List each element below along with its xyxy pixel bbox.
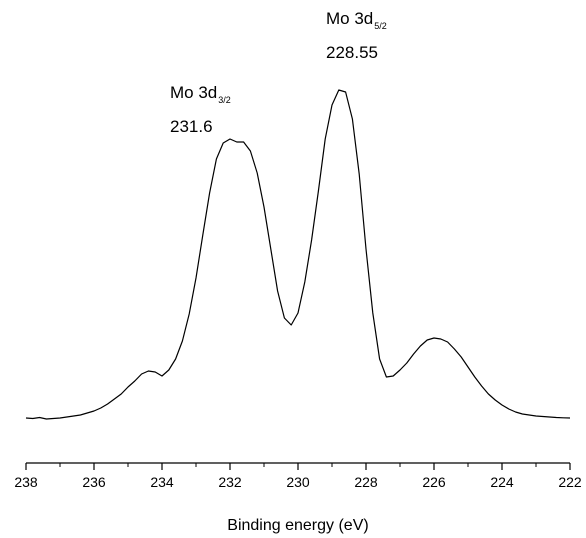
series-line-0 (25, 89, 571, 420)
x-tick-label: 234 (150, 474, 174, 490)
annotation-label: Mo 3d (326, 9, 373, 28)
x-tick-label: 230 (286, 474, 310, 490)
annotation-label: Mo 3d (170, 83, 217, 102)
annotation-subscript: 5/2 (374, 21, 387, 31)
x-tick-label: 222 (558, 474, 582, 490)
annotation-value: 231.6 (170, 117, 213, 136)
x-tick-label: 232 (218, 474, 242, 490)
x-axis-label: Binding energy (eV) (227, 517, 368, 534)
x-tick-label: 238 (14, 474, 38, 490)
x-tick-label: 236 (82, 474, 106, 490)
annotation-subscript: 3/2 (218, 95, 231, 105)
peak-annotation-mo3d52: Mo 3d5/2 228.55 (326, 9, 387, 62)
svg-text:Mo 3d3/2: Mo 3d3/2 (170, 83, 231, 105)
svg-text:Mo 3d5/2: Mo 3d5/2 (326, 9, 387, 31)
x-tick-label: 226 (422, 474, 446, 490)
x-tick-label: 224 (490, 474, 514, 490)
x-axis-ticks: 238 236 234 232 230 228 226 224 222 (14, 463, 582, 490)
peak-annotation-mo3d32: Mo 3d3/2 231.6 (170, 83, 231, 136)
annotation-value: 228.55 (326, 43, 378, 62)
plot-layer (25, 89, 571, 420)
x-tick-label: 228 (354, 474, 378, 490)
